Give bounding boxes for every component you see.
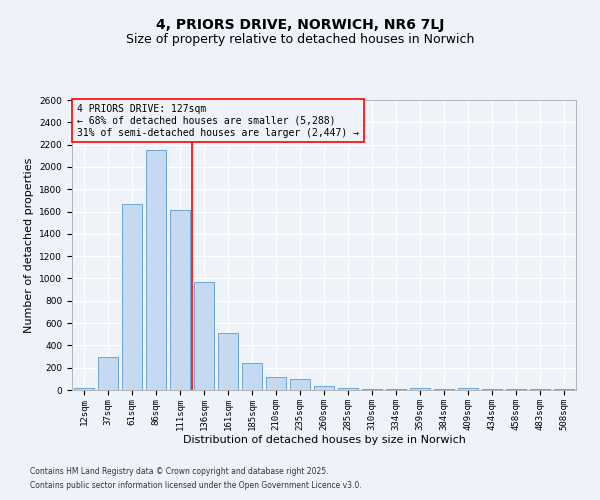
Bar [362,389,382,390]
X-axis label: Distribution of detached houses by size in Norwich: Distribution of detached houses by size … [182,436,466,446]
Bar [458,388,478,390]
Bar [314,386,334,390]
Text: 4, PRIORS DRIVE, NORWICH, NR6 7LJ: 4, PRIORS DRIVE, NORWICH, NR6 7LJ [156,18,444,32]
Bar [146,150,166,390]
Bar [122,204,142,390]
Bar [194,282,214,390]
Bar [74,388,94,390]
Text: Contains public sector information licensed under the Open Government Licence v3: Contains public sector information licen… [30,481,362,490]
Bar [98,356,118,390]
Bar [242,362,262,390]
Text: Contains HM Land Registry data © Crown copyright and database right 2025.: Contains HM Land Registry data © Crown c… [30,467,329,476]
Y-axis label: Number of detached properties: Number of detached properties [24,158,34,332]
Bar [218,333,238,390]
Bar [530,389,550,390]
Bar [290,380,310,390]
Bar [338,388,358,390]
Text: Size of property relative to detached houses in Norwich: Size of property relative to detached ho… [126,32,474,46]
Text: 4 PRIORS DRIVE: 127sqm
← 68% of detached houses are smaller (5,288)
31% of semi-: 4 PRIORS DRIVE: 127sqm ← 68% of detached… [77,104,359,138]
Bar [266,376,286,390]
Bar [170,210,190,390]
Bar [410,388,430,390]
